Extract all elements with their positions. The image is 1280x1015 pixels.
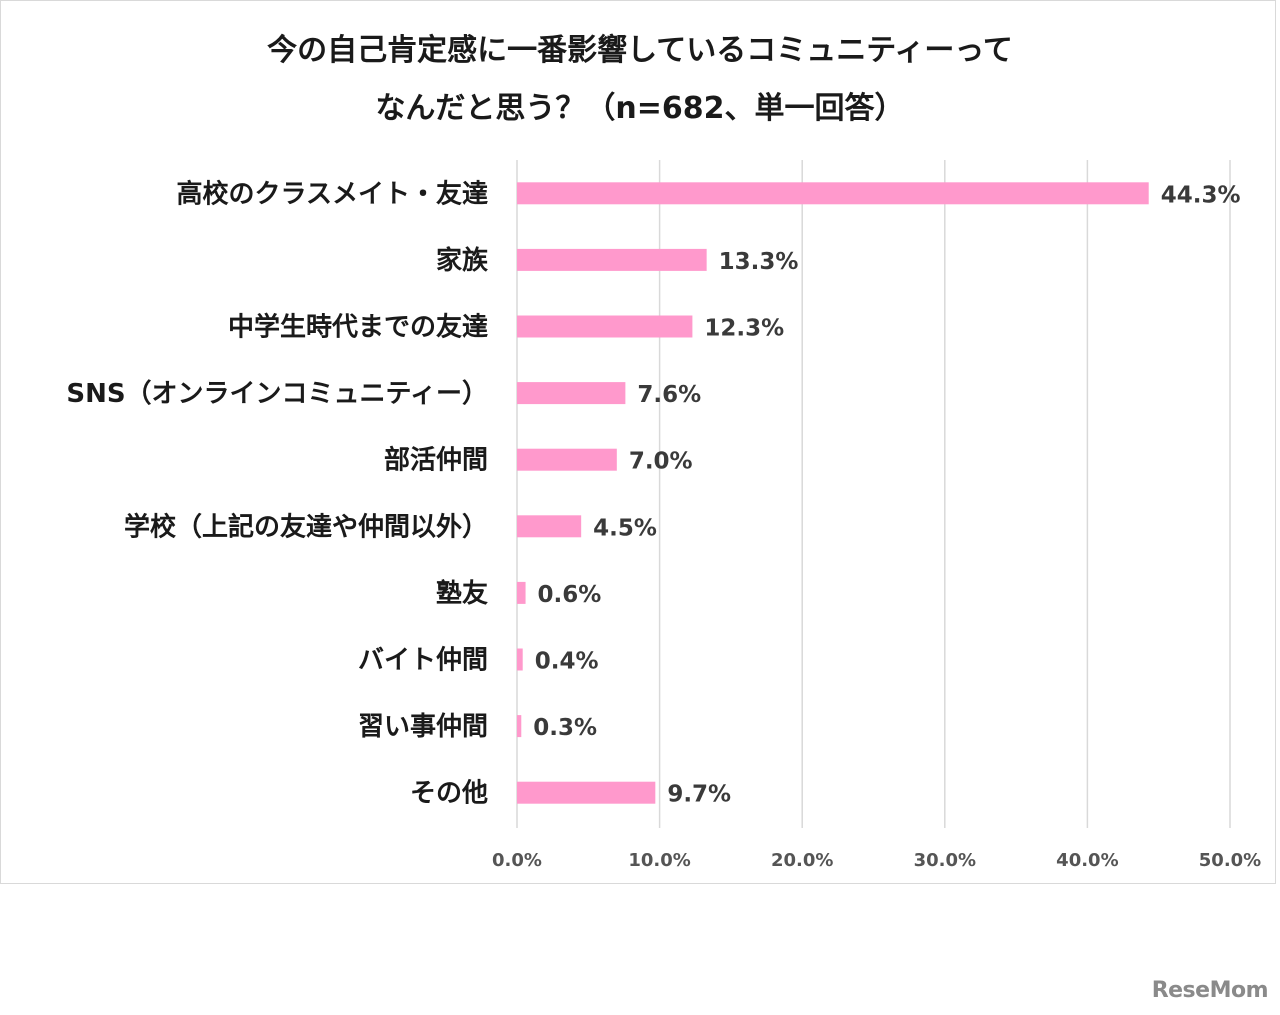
bar-9 (517, 781, 656, 804)
value-label-3: 7.6% (637, 382, 701, 408)
category-label-1: 家族 (436, 245, 489, 276)
chart-title-line-1: 今の自己肯定感に一番影響しているコミュニティーって (267, 33, 1013, 68)
bar-5 (517, 515, 582, 538)
x-tick-label-3: 30.0% (914, 850, 976, 871)
category-label-7: バイト仲間 (358, 646, 488, 676)
value-label-6: 0.6% (538, 582, 602, 608)
value-label-0: 44.3% (1161, 182, 1241, 208)
bar-0 (517, 182, 1149, 205)
bar-2 (517, 315, 693, 338)
chart-title: 今の自己肯定感に一番影響しているコミュニティーって なんだと思う？（n=682、… (0, 22, 1280, 138)
x-tick-label-4: 40.0% (1056, 850, 1118, 871)
bar-4 (517, 448, 617, 471)
category-label-3: SNS（オンラインコミュニティー） (66, 379, 488, 409)
value-label-4: 7.0% (629, 449, 693, 475)
value-label-9: 9.7% (667, 782, 731, 808)
x-tick-label-5: 50.0% (1199, 850, 1261, 871)
bar-chart: 高校のクラスメイト・友達 44.3% 家族 13.3% 中学生時代までの友達 12.3% S… (66, 160, 1261, 871)
bar-1 (517, 248, 707, 271)
x-tick-label-2: 20.0% (771, 850, 833, 871)
chart-title-line-2: なんだと思う？（n=682、単一回答） (375, 91, 905, 126)
x-tick-label-0: 0.0% (492, 850, 542, 871)
category-label-8: 習い事仲間 (358, 712, 488, 742)
bar-8 (517, 715, 522, 738)
category-label-0: 高校のクラスメイト・友達 (177, 178, 488, 209)
category-label-9: その他 (410, 779, 488, 809)
resemom-logo: ReseMom (1151, 978, 1269, 1003)
value-label-1: 13.3% (719, 249, 799, 275)
chart-frame (0, 0, 1276, 884)
category-label-4: 部活仲間 (384, 446, 488, 476)
category-label-5: 学校（上記の友達や仲間以外） (124, 511, 488, 542)
value-label-8: 0.3% (533, 715, 597, 741)
bar-3 (517, 382, 626, 405)
category-label-2: 中学生時代までの友達 (228, 312, 488, 343)
bar-7 (517, 648, 523, 671)
value-label-7: 0.4% (535, 649, 599, 675)
category-label-6: 塾友 (436, 578, 488, 609)
x-tick-label-1: 10.0% (628, 850, 690, 871)
value-label-2: 12.3% (704, 316, 784, 342)
bar-6 (517, 581, 526, 604)
value-label-5: 4.5% (593, 515, 657, 541)
